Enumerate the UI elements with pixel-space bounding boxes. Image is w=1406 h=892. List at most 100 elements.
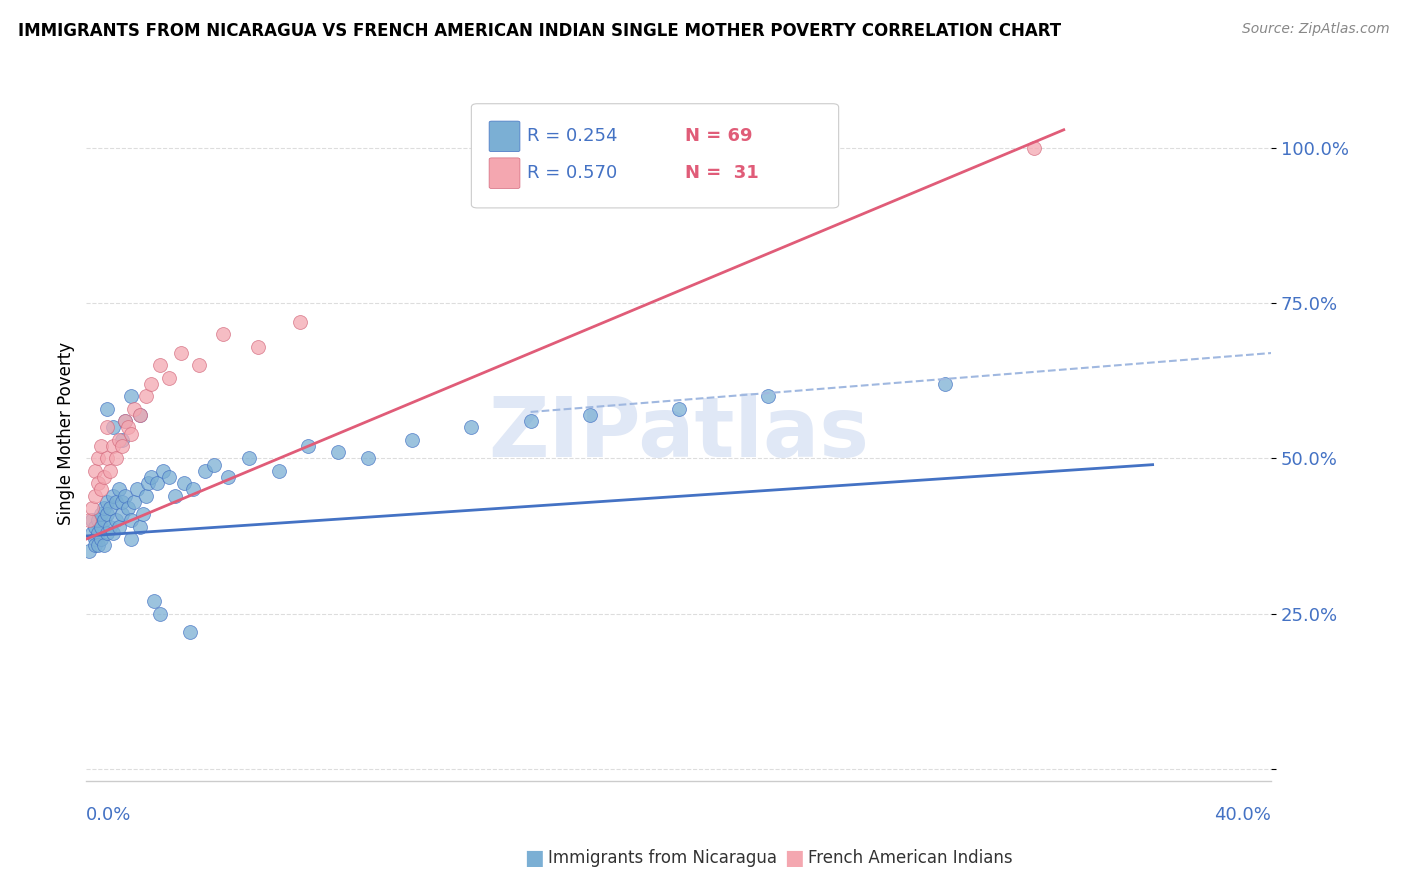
Point	[122, 495, 145, 509]
Point	[101, 420, 124, 434]
Point	[104, 451, 127, 466]
Point	[122, 401, 145, 416]
Point	[519, 414, 541, 428]
Point	[135, 489, 157, 503]
Point	[217, 470, 239, 484]
Text: IMMIGRANTS FROM NICARAGUA VS FRENCH AMERICAN INDIAN SINGLE MOTHER POVERTY CORREL: IMMIGRANTS FROM NICARAGUA VS FRENCH AMER…	[18, 22, 1062, 40]
Point	[87, 476, 110, 491]
Point	[247, 340, 270, 354]
Point	[96, 495, 118, 509]
Point	[84, 489, 107, 503]
Point	[1024, 141, 1046, 155]
Point	[138, 476, 160, 491]
Point	[668, 401, 690, 416]
Point	[96, 401, 118, 416]
Point	[87, 525, 110, 540]
Point	[90, 508, 112, 522]
Text: 0.0%: 0.0%	[86, 805, 132, 823]
Point	[128, 408, 150, 422]
Point	[114, 489, 136, 503]
Text: N = 69: N = 69	[685, 128, 752, 145]
Point	[238, 451, 260, 466]
Point	[152, 464, 174, 478]
Point	[104, 495, 127, 509]
Point	[87, 451, 110, 466]
Point	[143, 594, 166, 608]
Point	[101, 489, 124, 503]
Point	[93, 538, 115, 552]
Point	[104, 513, 127, 527]
Point	[84, 538, 107, 552]
Point	[117, 501, 139, 516]
Point	[82, 513, 104, 527]
Point	[93, 470, 115, 484]
Point	[84, 464, 107, 478]
Point	[157, 371, 180, 385]
Point	[579, 408, 602, 422]
Point	[149, 607, 172, 621]
Point	[141, 470, 163, 484]
Point	[120, 532, 142, 546]
Point	[93, 513, 115, 527]
Point	[120, 426, 142, 441]
Text: Source: ZipAtlas.com: Source: ZipAtlas.com	[1241, 22, 1389, 37]
Point	[98, 464, 121, 478]
Point	[101, 439, 124, 453]
Point	[108, 483, 131, 497]
Point	[288, 315, 311, 329]
Point	[194, 464, 217, 478]
Point	[120, 389, 142, 403]
Point	[96, 420, 118, 434]
Point	[82, 525, 104, 540]
Point	[157, 470, 180, 484]
Point	[131, 508, 153, 522]
Point	[77, 544, 100, 558]
FancyBboxPatch shape	[489, 158, 520, 188]
Point	[934, 377, 956, 392]
Text: R = 0.570: R = 0.570	[527, 164, 617, 182]
Point	[82, 501, 104, 516]
Point	[141, 377, 163, 392]
Point	[179, 625, 201, 640]
Point	[87, 513, 110, 527]
Text: 40.0%: 40.0%	[1215, 805, 1271, 823]
Point	[96, 508, 118, 522]
Point	[111, 439, 134, 453]
Point	[401, 433, 423, 447]
Point	[87, 538, 110, 552]
FancyBboxPatch shape	[489, 121, 520, 152]
Text: Immigrants from Nicaragua: Immigrants from Nicaragua	[548, 849, 778, 867]
Point	[128, 408, 150, 422]
Point	[96, 525, 118, 540]
Point	[173, 476, 195, 491]
Point	[90, 483, 112, 497]
Text: ZIPatlas: ZIPatlas	[488, 393, 869, 475]
Point	[756, 389, 779, 403]
Point	[267, 464, 290, 478]
Point	[165, 489, 187, 503]
Point	[297, 439, 319, 453]
Point	[84, 532, 107, 546]
Point	[90, 439, 112, 453]
Point	[84, 519, 107, 533]
Point	[125, 483, 148, 497]
Point	[202, 458, 225, 472]
Point	[111, 495, 134, 509]
Point	[108, 433, 131, 447]
Point	[93, 501, 115, 516]
Point	[90, 532, 112, 546]
Point	[117, 420, 139, 434]
Text: ■: ■	[524, 848, 544, 868]
Point	[114, 414, 136, 428]
Point	[149, 359, 172, 373]
Point	[211, 327, 233, 342]
Point	[114, 414, 136, 428]
Text: N =  31: N = 31	[685, 164, 758, 182]
Point	[170, 346, 193, 360]
Point	[460, 420, 482, 434]
Point	[128, 519, 150, 533]
Y-axis label: Single Mother Poverty: Single Mother Poverty	[58, 343, 75, 525]
Point	[111, 508, 134, 522]
Point	[357, 451, 380, 466]
Point	[101, 525, 124, 540]
